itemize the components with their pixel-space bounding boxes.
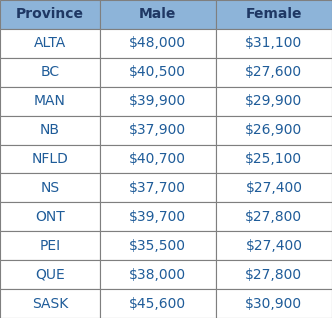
Text: $35,500: $35,500 — [129, 239, 186, 253]
Bar — [100, 289, 216, 318]
Text: BC: BC — [40, 65, 59, 79]
Bar — [216, 58, 332, 87]
Text: $37,700: $37,700 — [129, 181, 186, 195]
Bar — [0, 202, 100, 231]
Bar — [216, 260, 332, 289]
Text: $40,700: $40,700 — [129, 152, 186, 166]
Text: $39,700: $39,700 — [129, 210, 186, 224]
Bar — [216, 173, 332, 202]
Text: $27,800: $27,800 — [245, 210, 302, 224]
Bar — [216, 116, 332, 145]
Text: NB: NB — [40, 123, 60, 137]
Text: ONT: ONT — [35, 210, 65, 224]
Text: NFLD: NFLD — [31, 152, 68, 166]
Bar — [216, 0, 332, 29]
Bar — [0, 173, 100, 202]
Bar — [216, 29, 332, 58]
Bar — [100, 0, 216, 29]
Text: $25,100: $25,100 — [245, 152, 302, 166]
Bar — [0, 231, 100, 260]
Text: Province: Province — [16, 7, 84, 21]
Bar — [100, 58, 216, 87]
Text: $27,400: $27,400 — [245, 239, 302, 253]
Text: $29,900: $29,900 — [245, 94, 302, 108]
Text: $38,000: $38,000 — [129, 268, 186, 282]
Text: MAN: MAN — [34, 94, 66, 108]
Text: NS: NS — [40, 181, 59, 195]
Bar — [216, 231, 332, 260]
Bar — [0, 145, 100, 173]
Text: $40,500: $40,500 — [129, 65, 186, 79]
Text: $48,000: $48,000 — [129, 36, 186, 50]
Text: $26,900: $26,900 — [245, 123, 302, 137]
Text: Female: Female — [246, 7, 302, 21]
Bar — [0, 260, 100, 289]
Bar — [100, 231, 216, 260]
Text: $30,900: $30,900 — [245, 297, 302, 311]
Bar — [216, 145, 332, 173]
Bar — [100, 29, 216, 58]
Text: $27,600: $27,600 — [245, 65, 302, 79]
Bar — [100, 116, 216, 145]
Bar — [0, 289, 100, 318]
Bar — [100, 173, 216, 202]
Text: $27,800: $27,800 — [245, 268, 302, 282]
Bar — [0, 29, 100, 58]
Bar — [0, 58, 100, 87]
Bar — [0, 116, 100, 145]
Text: $37,900: $37,900 — [129, 123, 186, 137]
Text: SASK: SASK — [32, 297, 68, 311]
Text: $31,100: $31,100 — [245, 36, 302, 50]
Text: Male: Male — [139, 7, 176, 21]
Bar — [100, 260, 216, 289]
Bar — [216, 289, 332, 318]
Bar — [100, 202, 216, 231]
Bar — [216, 202, 332, 231]
Bar — [216, 87, 332, 116]
Text: $45,600: $45,600 — [129, 297, 186, 311]
Bar — [100, 145, 216, 173]
Text: $27,400: $27,400 — [245, 181, 302, 195]
Text: PEI: PEI — [39, 239, 60, 253]
Text: QUE: QUE — [35, 268, 65, 282]
Bar — [100, 87, 216, 116]
Text: $39,900: $39,900 — [129, 94, 186, 108]
Text: ALTA: ALTA — [34, 36, 66, 50]
Bar — [0, 0, 100, 29]
Bar — [0, 87, 100, 116]
